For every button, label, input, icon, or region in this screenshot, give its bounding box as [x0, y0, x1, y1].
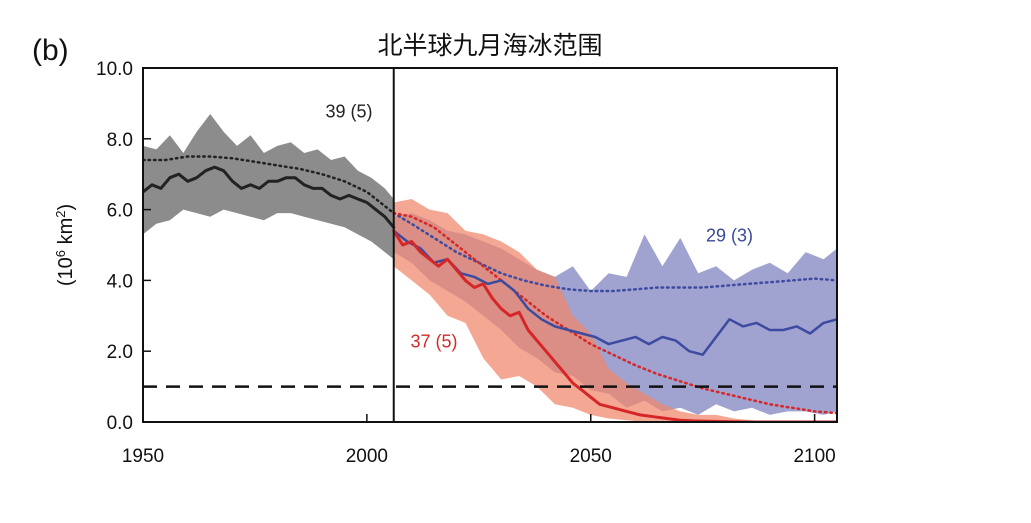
- ylabel-base: (10: [55, 257, 77, 286]
- ylabel-sup2: 2: [53, 211, 68, 218]
- low-emission-dotted-line: [392, 211, 837, 293]
- high-emission-band: [393, 199, 770, 422]
- x-tick-label: 1950: [122, 446, 164, 467]
- uncertainty-bands: [143, 114, 837, 422]
- ylabel-end: ): [55, 204, 77, 211]
- high-emission-dotted-line: [392, 211, 837, 415]
- y-tick-label: 4.0: [107, 271, 133, 292]
- annotation-label: 37 (5): [411, 332, 458, 352]
- panel-label: (b): [32, 34, 69, 67]
- annotation-label: 29 (3): [706, 225, 753, 245]
- x-tick-label: 2000: [346, 446, 388, 467]
- y-tick-label: 6.0: [107, 201, 133, 222]
- x-tick-label: 2050: [570, 446, 612, 467]
- y-tick-label: 8.0: [107, 130, 133, 151]
- annotation-label: 39 (5): [325, 102, 372, 122]
- y-tick-label: 0.0: [107, 413, 133, 434]
- historical-dotted-line: [143, 155, 395, 215]
- y-tick-label: 10.0: [96, 59, 133, 80]
- y-tick-label: 2.0: [107, 342, 133, 363]
- historical-band: [143, 114, 394, 260]
- axis-ticks: 1950 2000 2050 2100 0.0 2.0 4.0 6.0 8.0 10.0: [96, 59, 836, 467]
- reference-lines: [143, 68, 837, 422]
- annotations: 39 (5) 29 (3) 37 (5): [325, 102, 753, 352]
- low-emission-mean-line: [392, 229, 837, 356]
- y-axis-label: (106 km2): [53, 204, 78, 286]
- x-tick-label: 2100: [793, 446, 835, 467]
- ylabel-mid: km: [55, 218, 77, 250]
- ylabel-sup1: 6: [53, 250, 68, 257]
- svg-text:(106 km2): (106 km2): [53, 204, 78, 286]
- historical-mean-line: [143, 165, 396, 229]
- chart-title: 北半球九月海冰范围: [377, 31, 602, 60]
- plot-frame: [142, 67, 838, 423]
